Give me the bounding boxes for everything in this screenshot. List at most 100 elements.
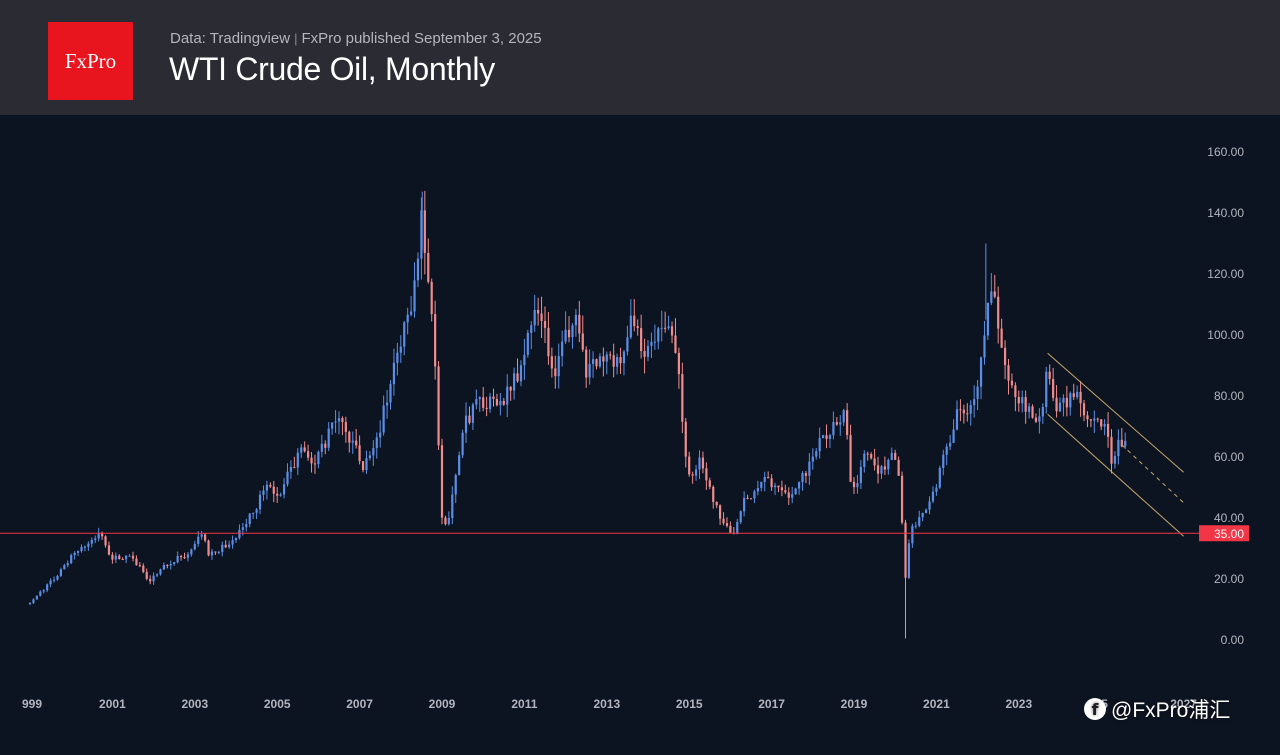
candle-body [952, 429, 955, 443]
candle-body [35, 595, 38, 600]
candle-body [217, 552, 220, 554]
candle-body [173, 562, 176, 565]
candle-body [444, 517, 447, 525]
candle-body [63, 565, 66, 570]
candle-body [633, 315, 636, 327]
x-tick-label: 2027 [1170, 697, 1197, 711]
candle-body [945, 446, 948, 455]
candle-body [118, 555, 121, 560]
candle-body [159, 569, 162, 575]
candle-body [320, 443, 323, 452]
candle-body [183, 557, 186, 559]
candle-body [1041, 406, 1044, 417]
candle-body [1045, 371, 1048, 407]
candle-body [856, 483, 859, 488]
candle-body [361, 461, 365, 471]
candle-body [815, 451, 818, 457]
candle-body [296, 452, 299, 468]
candle-body [973, 399, 976, 406]
candle-body [375, 437, 378, 449]
candle-body [1017, 397, 1020, 404]
candle-body [152, 575, 155, 582]
candle-body [451, 494, 454, 519]
candle-body [660, 327, 663, 329]
candle-body [890, 452, 893, 460]
candle-body [70, 555, 73, 564]
candle-body [749, 498, 753, 500]
x-tick-label: 2013 [593, 697, 620, 711]
candle-body [832, 422, 835, 436]
candle-body [1100, 419, 1103, 427]
candle-body [1110, 436, 1113, 464]
candle-body [478, 397, 481, 400]
x-tick-label: 2023 [1005, 697, 1032, 711]
candle-body [722, 518, 725, 524]
candle-body [681, 374, 684, 422]
x-tick-label: 2015 [676, 697, 703, 711]
candle-body [97, 532, 100, 539]
candle-body [214, 551, 217, 553]
candle-body [925, 509, 928, 513]
candle-body [385, 402, 389, 406]
candle-body [46, 584, 49, 591]
candle-body [619, 357, 622, 364]
candle-body [691, 474, 694, 476]
candle-body [221, 544, 224, 553]
candle-body [166, 565, 169, 567]
candle-body [107, 545, 111, 555]
candle-body [756, 487, 759, 492]
candle-body [468, 415, 471, 423]
candle-body [509, 386, 512, 391]
candle-body [550, 356, 553, 369]
watermark: f @FxPro浦汇 [1084, 694, 1230, 724]
candle-body [969, 405, 972, 414]
candle-body [804, 473, 808, 476]
candle-body [131, 555, 135, 559]
candle-body [595, 359, 598, 367]
candle-body [588, 363, 591, 378]
y-tick-label: 100.00 [1207, 328, 1244, 342]
candle-body [279, 494, 282, 496]
candle-body [598, 356, 602, 367]
candle-body [959, 409, 962, 411]
candle-body [876, 465, 880, 474]
x-tick-label: 2009 [429, 697, 456, 711]
candle-body [1021, 397, 1024, 404]
candle-body [677, 352, 680, 375]
candle-body [866, 453, 869, 455]
candle-body [636, 326, 639, 329]
candle-body [1065, 397, 1068, 408]
header-bar: FxPro Data: Tradingview | FxPro published … [0, 0, 1280, 115]
candle-body [842, 410, 845, 423]
candle-body [746, 497, 749, 499]
candle-body [365, 458, 368, 471]
candle-body [780, 487, 783, 491]
channel-upper-line [1047, 352, 1184, 473]
candle-body [344, 422, 347, 432]
candle-body [262, 490, 265, 495]
candle-body [289, 467, 293, 472]
candle-body [1007, 365, 1010, 381]
candle-body [760, 481, 763, 488]
candle-body [307, 451, 310, 458]
candle-body [650, 341, 653, 346]
candle-body [1103, 423, 1106, 427]
candle-body [348, 431, 351, 443]
candle-body [176, 555, 179, 563]
candle-body [567, 329, 571, 338]
candle-body [207, 540, 210, 556]
candle-body [1086, 415, 1089, 420]
candle-body [701, 457, 705, 469]
candle-body [811, 456, 814, 462]
candle-body [265, 484, 268, 491]
y-tick-label: 140.00 [1207, 206, 1244, 220]
candle-body [1096, 418, 1099, 420]
chart-subtitle: Data: Tradingview | FxPro published Septem… [170, 30, 542, 47]
candle-body [406, 314, 409, 323]
candle-body [1089, 419, 1092, 421]
candle-body [743, 497, 746, 512]
candle-body [145, 571, 148, 579]
candle-body [1076, 391, 1079, 398]
candle-body [794, 488, 797, 495]
candle-body [921, 512, 924, 518]
